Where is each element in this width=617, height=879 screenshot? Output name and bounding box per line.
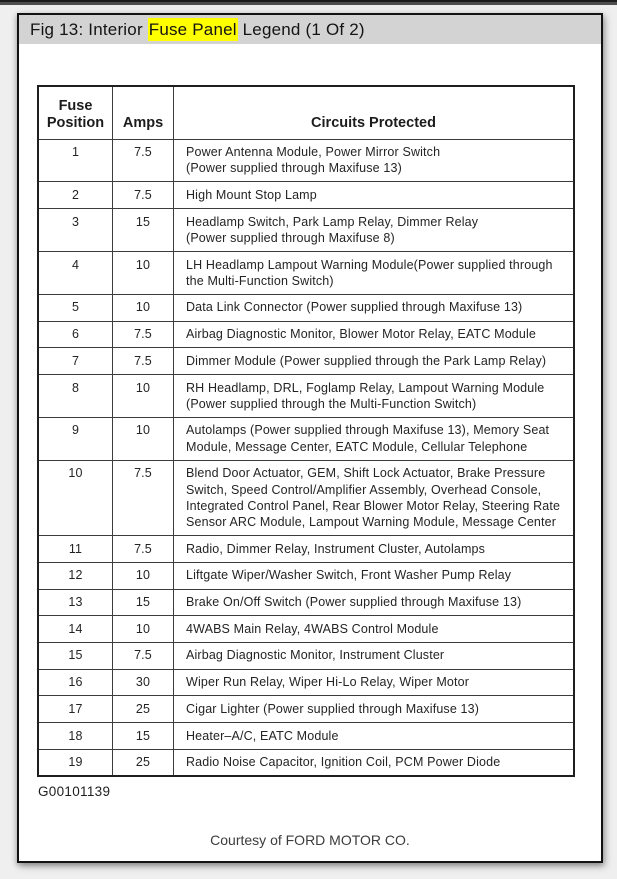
figure-title-suffix: Legend (1 Of 2) <box>237 20 365 39</box>
fuse-position-cell: 3 <box>37 208 113 253</box>
fuse-position-cell: 13 <box>37 588 113 617</box>
table-row: 17 25 Cigar Lighter (Power supplied thro… <box>37 695 575 724</box>
fuse-table: Fuse Position Amps Circuits Protected 1 … <box>37 85 575 778</box>
circuits-cell: Airbag Diagnostic Monitor, Instrument Cl… <box>173 641 575 670</box>
circuits-cell: Headlamp Switch, Park Lamp Relay, Dimmer… <box>173 208 575 253</box>
amps-cell: 10 <box>112 251 174 295</box>
fuse-position-cell: 16 <box>37 668 113 697</box>
fuse-position-cell: 1 <box>37 138 113 183</box>
figure-reference-code: G00101139 <box>38 784 111 800</box>
amps-cell: 15 <box>112 208 174 253</box>
table-row: 13 15 Brake On/Off Switch (Power supplie… <box>37 588 575 617</box>
window-chrome-strip <box>0 0 617 5</box>
table-row: 15 7.5 Airbag Diagnostic Monitor, Instru… <box>37 641 575 670</box>
search-highlight: Fuse Panel <box>147 18 238 41</box>
table-row: 19 25 Radio Noise Capacitor, Ignition Co… <box>37 748 575 777</box>
circuits-cell: Radio, Dimmer Relay, Instrument Cluster,… <box>173 535 575 563</box>
fuse-position-cell: 19 <box>37 748 113 777</box>
figure-title-bar: Fig 13: Interior Fuse Panel Legend (1 Of… <box>19 15 601 44</box>
table-row: 14 10 4WABS Main Relay, 4WABS Control Mo… <box>37 615 575 643</box>
fuse-position-cell: 6 <box>37 320 113 349</box>
circuits-cell: Airbag Diagnostic Monitor, Blower Motor … <box>173 320 575 349</box>
fuse-position-cell: 5 <box>37 293 113 322</box>
amps-cell: 7.5 <box>112 459 174 537</box>
fuse-position-cell: 11 <box>37 535 113 563</box>
fuse-position-cell: 15 <box>37 641 113 670</box>
fuse-position-cell: 8 <box>37 374 113 418</box>
figure-title-prefix: Fig 13: Interior <box>30 20 148 39</box>
fuse-position-cell: 2 <box>37 181 113 210</box>
table-row: 3 15 Headlamp Switch, Park Lamp Relay, D… <box>37 208 575 253</box>
fuse-position-cell: 12 <box>37 561 113 590</box>
circuits-cell: 4WABS Main Relay, 4WABS Control Module <box>173 615 575 643</box>
amps-cell: 10 <box>112 615 174 643</box>
table-row: 7 7.5 Dimmer Module (Power supplied thro… <box>37 347 575 376</box>
table-row: 18 15 Heater–A/C, EATC Module <box>37 722 575 750</box>
circuits-cell: Brake On/Off Switch (Power supplied thro… <box>173 588 575 617</box>
fuse-position-cell: 14 <box>37 615 113 643</box>
table-header-row: Fuse Position Amps Circuits Protected <box>37 85 575 140</box>
circuits-cell: Wiper Run Relay, Wiper Hi-Lo Relay, Wipe… <box>173 668 575 697</box>
amps-cell: 25 <box>112 748 174 777</box>
courtesy-line: Courtesy of FORD MOTOR CO. <box>210 832 410 848</box>
amps-cell: 10 <box>112 374 174 418</box>
header-circuits-protected: Circuits Protected <box>173 85 575 140</box>
table-row: 4 10 LH Headlamp Lampout Warning Module(… <box>37 251 575 295</box>
header-fuse-position: Fuse Position <box>37 85 113 140</box>
circuits-cell: Blend Door Actuator, GEM, Shift Lock Act… <box>173 459 575 537</box>
circuits-cell: Data Link Connector (Power supplied thro… <box>173 293 575 322</box>
header-amps: Amps <box>112 85 174 140</box>
circuits-cell: LH Headlamp Lampout Warning Module(Power… <box>173 251 575 295</box>
document-panel: Fig 13: Interior Fuse Panel Legend (1 Of… <box>17 13 603 863</box>
table-row: 10 7.5 Blend Door Actuator, GEM, Shift L… <box>37 459 575 537</box>
amps-cell: 10 <box>112 416 174 461</box>
circuits-cell: Heater–A/C, EATC Module <box>173 722 575 750</box>
amps-cell: 15 <box>112 722 174 750</box>
circuits-cell: RH Headlamp, DRL, Foglamp Relay, Lampout… <box>173 374 575 418</box>
amps-cell: 7.5 <box>112 535 174 563</box>
amps-cell: 7.5 <box>112 641 174 670</box>
table-row: 5 10 Data Link Connector (Power supplied… <box>37 293 575 322</box>
circuits-cell: Dimmer Module (Power supplied through th… <box>173 347 575 376</box>
amps-cell: 10 <box>112 293 174 322</box>
circuits-cell: High Mount Stop Lamp <box>173 181 575 210</box>
amps-cell: 15 <box>112 588 174 617</box>
table-row: 12 10 Liftgate Wiper/Washer Switch, Fron… <box>37 561 575 590</box>
table-row: 16 30 Wiper Run Relay, Wiper Hi-Lo Relay… <box>37 668 575 697</box>
table-row: 6 7.5 Airbag Diagnostic Monitor, Blower … <box>37 320 575 349</box>
circuits-cell: Liftgate Wiper/Washer Switch, Front Wash… <box>173 561 575 590</box>
fuse-position-cell: 10 <box>37 459 113 537</box>
amps-cell: 7.5 <box>112 320 174 349</box>
circuits-cell: Cigar Lighter (Power supplied through Ma… <box>173 695 575 724</box>
amps-cell: 7.5 <box>112 181 174 210</box>
fuse-table-body: 1 7.5 Power Antenna Module, Power Mirror… <box>37 138 575 777</box>
fuse-position-cell: 18 <box>37 722 113 750</box>
table-row: 8 10 RH Headlamp, DRL, Foglamp Relay, La… <box>37 374 575 418</box>
table-row: 11 7.5 Radio, Dimmer Relay, Instrument C… <box>37 535 575 563</box>
fuse-position-cell: 17 <box>37 695 113 724</box>
amps-cell: 25 <box>112 695 174 724</box>
circuits-cell: Radio Noise Capacitor, Ignition Coil, PC… <box>173 748 575 777</box>
circuits-cell: Autolamps (Power supplied through Maxifu… <box>173 416 575 461</box>
table-row: 2 7.5 High Mount Stop Lamp <box>37 181 575 210</box>
table-row: 1 7.5 Power Antenna Module, Power Mirror… <box>37 138 575 183</box>
fuse-position-cell: 9 <box>37 416 113 461</box>
amps-cell: 7.5 <box>112 347 174 376</box>
fuse-position-cell: 7 <box>37 347 113 376</box>
amps-cell: 30 <box>112 668 174 697</box>
amps-cell: 10 <box>112 561 174 590</box>
circuits-cell: Power Antenna Module, Power Mirror Switc… <box>173 138 575 183</box>
table-row: 9 10 Autolamps (Power supplied through M… <box>37 416 575 461</box>
fuse-position-cell: 4 <box>37 251 113 295</box>
amps-cell: 7.5 <box>112 138 174 183</box>
